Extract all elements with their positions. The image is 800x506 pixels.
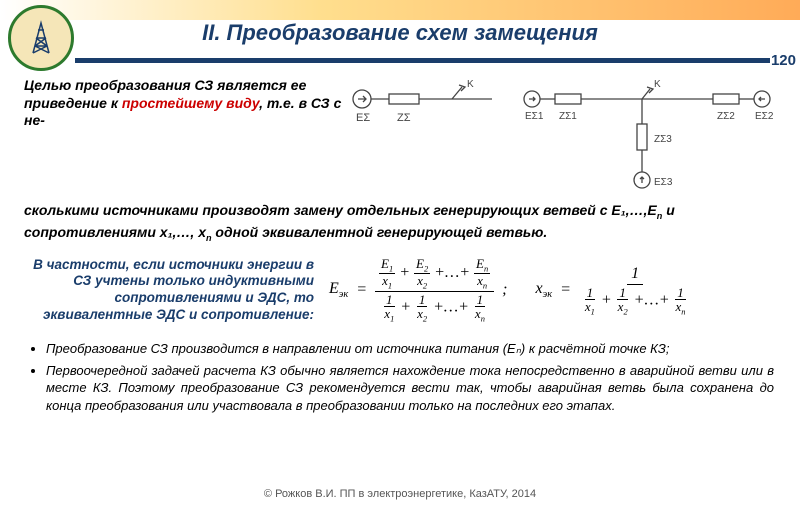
equations: Eэк = E1x1 + E2x2 +…+ Enxn 1x1 + 1x2 +…+ [329,256,778,324]
diag1-z: ZΣ [397,112,411,124]
diag1-k: K [467,79,474,90]
bullet-2: Первоочередной задачей расчета КЗ обычно… [46,362,774,415]
eq-eq1: = [356,281,367,299]
intro-p2c: одной эквивалентной генерирующей ветвью. [212,224,548,240]
intro-p2: сколькими источниками производят замену … [24,202,657,218]
intro-red: простейшему виду [122,95,259,111]
diag2-e1: EΣ1 [525,111,544,122]
diag2-z3: ZΣ3 [654,134,672,145]
diag2-e3: EΣ3 [654,177,673,188]
header: II. Преобразование схем замещения 120 [0,0,800,75]
gradient-bar [0,0,800,20]
eq-eq2: = [560,281,571,299]
bullet-1: Преобразование СЗ производится в направл… [46,340,774,358]
eq-frac-x: 1 1x1 + 1x2 +…+ 1xn [579,264,692,317]
equation-note: В частности, если источники энергии в СЗ… [24,257,329,325]
intro-text: Целью преобразования СЗ является ее прив… [24,77,344,209]
circuit-diagram-complex: K EΣ1 ZΣ1 EΣ2 ZΣ2 ZΣ3 EΣ3 [517,79,777,209]
eq-E: Eэк [329,280,348,300]
content: Целью преобразования СЗ является ее прив… [0,75,800,415]
intro-row: Целью преобразования СЗ является ее прив… [24,77,778,209]
diag2-e2: EΣ2 [755,111,774,122]
diag2-z2: ZΣ2 [717,111,735,122]
eq-frac-E: E1x1 + E2x2 +…+ Enxn 1x1 + 1x2 +…+ 1xn [375,256,494,324]
bullet-list: Преобразование СЗ производится в направл… [28,340,774,414]
circuit-diagrams: K EΣ ZΣ [344,77,778,209]
circuit-diagram-simple: K EΣ ZΣ [344,79,499,209]
pylon-icon [21,18,61,58]
eq-x: xэк [536,280,553,300]
title-underline [75,58,770,63]
page-title: II. Преобразование схем замещения [0,20,800,46]
diag2-k: K [654,79,661,90]
diag2-z1: ZΣ1 [559,111,577,122]
page-number: 120 [771,52,796,69]
diag1-e: EΣ [356,112,370,124]
footer: © Рожков В.И. ПП в электроэнергетике, Ка… [0,488,800,500]
equation-row: В частности, если источники энергии в СЗ… [24,256,778,324]
intro-continue: сколькими источниками производят замену … [24,201,778,244]
eq-semi: ; [502,281,507,299]
university-logo [8,5,74,71]
